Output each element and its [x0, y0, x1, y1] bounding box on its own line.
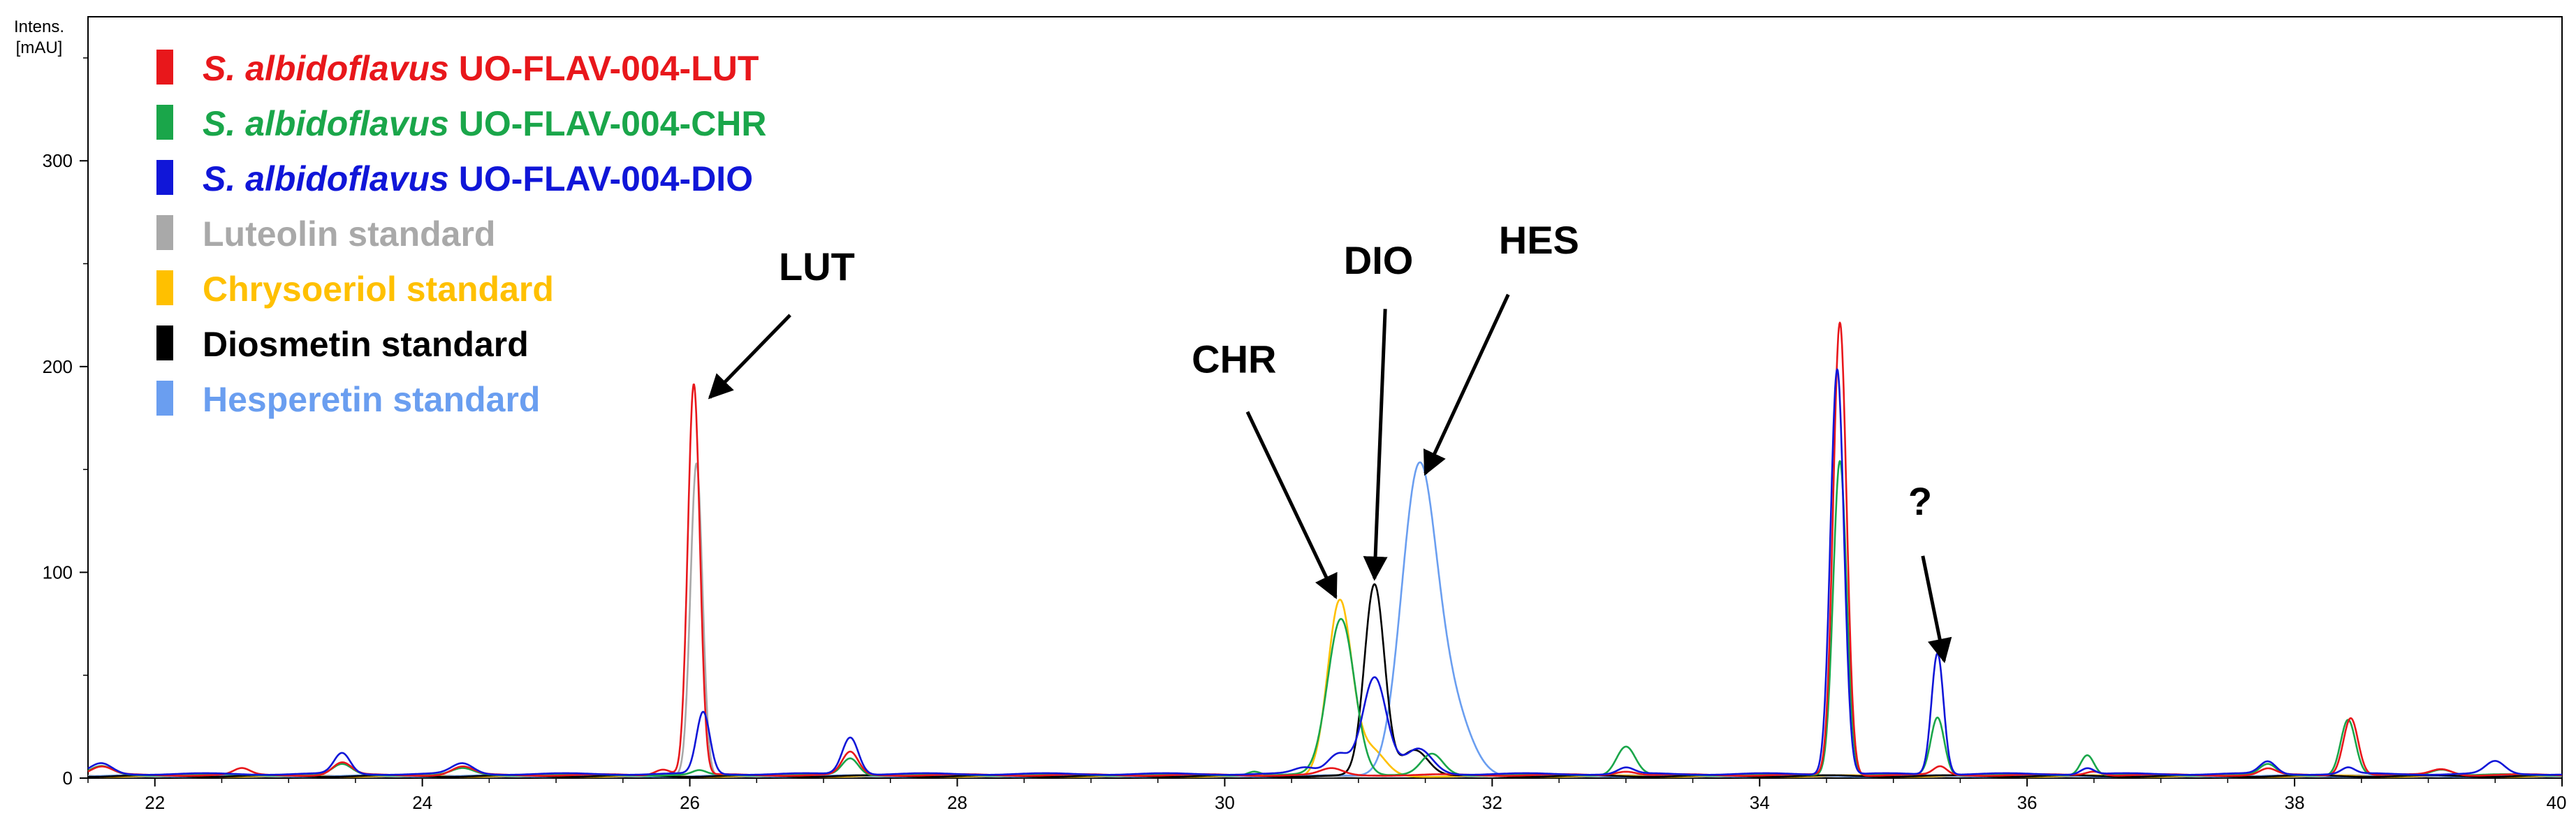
x-tick-label: 26 [680, 792, 700, 813]
legend-entry-text: UO-FLAV-004-DIO [449, 159, 753, 198]
y-axis-label-line: [mAU] [16, 38, 63, 57]
x-tick-label: 28 [947, 792, 967, 813]
legend-entry-text: Diosmetin standard [203, 325, 529, 364]
peak-arrow [708, 314, 791, 400]
series-trace-4 [87, 599, 2563, 778]
x-tick-label: 24 [412, 792, 432, 813]
series-trace-5 [87, 583, 2563, 778]
legend-entry-text: Luteolin standard [203, 214, 495, 254]
plot-frame [87, 16, 2563, 779]
y-tick-label: 300 [43, 150, 73, 171]
x-tick-label: 36 [2017, 792, 2037, 813]
series-trace-6 [87, 461, 2563, 778]
annotations: LUT CHR DIO HES? [708, 218, 1952, 664]
legend-entry: Chrysoeriol standard [203, 270, 554, 309]
y-tick-label: 200 [43, 356, 73, 377]
series-trace-2 [87, 368, 2563, 776]
series-trace-1 [87, 460, 2563, 777]
legend-entry: S. albidoflavus UO-FLAV-004-DIO [203, 159, 753, 198]
legend-entry: Luteolin standard [203, 214, 495, 254]
peak-arrow [1363, 309, 1388, 581]
series-trace-3 [87, 462, 2563, 778]
x-tick-label: 30 [1215, 792, 1235, 813]
legend-swatch [156, 325, 173, 360]
legend-swatch [156, 215, 173, 250]
legend-entry: S. albidoflavus UO-FLAV-004-CHR [203, 104, 767, 143]
series-layer [87, 321, 2563, 778]
peak-arrow [1423, 293, 1510, 476]
peak-label: ? [1908, 479, 1932, 523]
x-tick-label: 34 [1750, 792, 1770, 813]
legend-entry-italic: S. albidoflavus [203, 159, 449, 198]
peak-label: HES [1499, 218, 1579, 262]
legend-entry: S. albidoflavus UO-FLAV-004-LUT [203, 49, 759, 88]
y-axis-label: Intens. [mAU] [14, 17, 64, 57]
y-tick-label: 100 [43, 562, 73, 583]
peak-label: DIO [1344, 238, 1414, 282]
peak-label: CHR [1192, 337, 1276, 381]
plot-border [87, 16, 2563, 779]
peak-label: LUT [779, 244, 855, 288]
legend-entry-text: Chrysoeriol standard [203, 270, 554, 309]
legend-entry-italic: S. albidoflavus [203, 49, 449, 88]
legend-entry-text: Hesperetin standard [203, 380, 540, 419]
x-tick-label: 38 [2285, 792, 2305, 813]
y-axis-label-line: Intens. [14, 17, 64, 36]
legend-entry: Diosmetin standard [203, 325, 529, 364]
legend-swatch [156, 105, 173, 140]
legend-swatch [156, 270, 173, 305]
y-tick-label: 0 [63, 768, 73, 789]
legend-entry-italic: S. albidoflavus [203, 104, 449, 143]
legend-swatch [156, 50, 173, 85]
x-tick-label: 32 [1482, 792, 1502, 813]
legend-entry: Hesperetin standard [203, 380, 540, 419]
legend-swatch [156, 160, 173, 195]
peak-arrow [1921, 555, 1952, 664]
x-tick-label: 22 [145, 792, 165, 813]
axes: 22242628303234363840Time [min]0100200300… [14, 17, 2567, 813]
x-tick-label: 40 [2547, 792, 2567, 813]
legend-entry-text: UO-FLAV-004-LUT [449, 49, 759, 88]
peak-arrow [1245, 411, 1338, 599]
legend-swatch [156, 381, 173, 416]
legend-entry-text: UO-FLAV-004-CHR [449, 104, 767, 143]
